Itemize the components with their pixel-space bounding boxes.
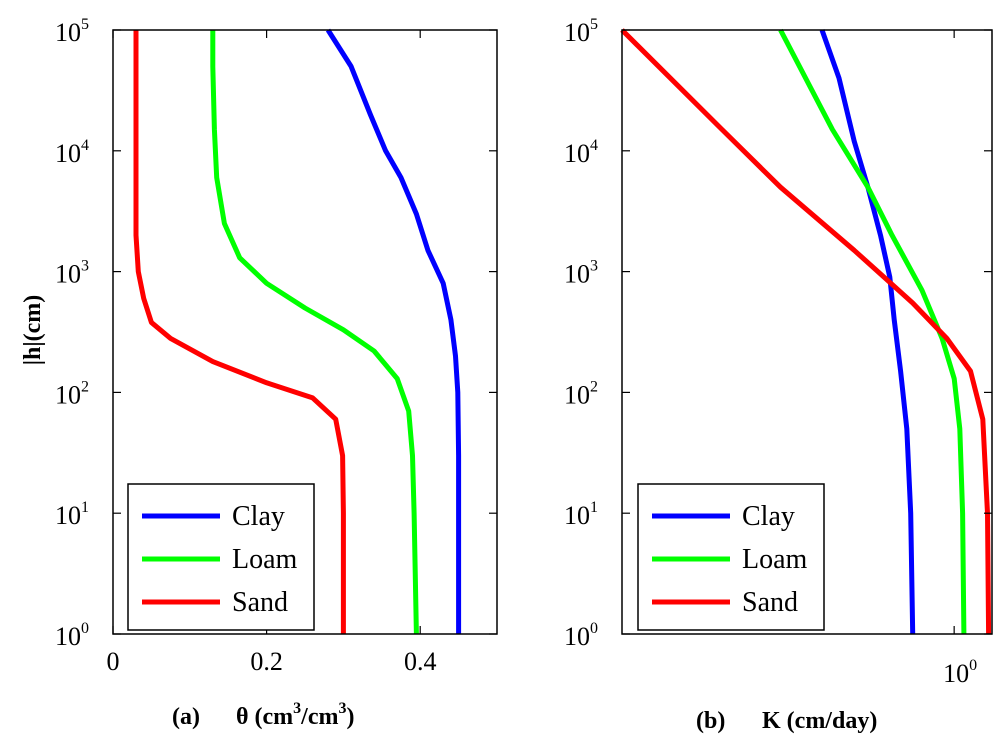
y-tick-label: 101 [55,499,89,530]
axes-frame-a [112,29,498,635]
legend-label-loam: Loam [232,544,298,575]
x-axis-title-a: θ (cm3/cm3) [236,700,354,730]
y-tick-label: 102 [55,378,89,409]
x-tick-label: 100 [943,657,977,688]
legend-label-clay: Clay [742,501,795,532]
panel-b: 100 100 101 102 103 104 105 (b) K (cm/day) Clay Lo… [564,16,993,734]
x-tick-label: 0 [107,647,120,676]
x-axis-title-b: K (cm/day) [762,708,877,734]
series-line-sand [620,28,992,635]
y-axis-title: |h|(cm) [20,295,46,366]
x-tick-label: 0.2 [250,647,283,676]
legend-label-clay: Clay [232,501,285,532]
y-tick-label: 101 [564,499,598,530]
panel-label-b: (b) [696,708,725,734]
panel-label-a: (a) [172,704,200,730]
y-tick-label: 105 [55,16,89,47]
series-line-loam [210,30,419,635]
legend-label-sand: Sand [742,587,798,618]
series-line-loam [778,28,967,635]
panel-a: 0 0.2 0.4 100 101 102 103 104 105 |h|(cm) (a) θ (cm… [20,16,498,730]
legend-label-sand: Sand [232,587,288,618]
series-line-sand [133,30,346,634]
y-tick-label: 103 [564,258,598,289]
y-tick-label: 104 [564,137,598,168]
y-tick-label: 100 [55,620,89,651]
y-tick-label: 105 [564,16,598,47]
y-tick-label: 104 [55,137,89,168]
legend-label-loam: Loam [742,544,808,575]
series-line-clay [819,29,916,635]
y-tick-label: 102 [564,378,598,409]
series-line-clay [325,28,462,634]
y-tick-label: 103 [55,258,89,289]
y-tick-label: 100 [564,620,598,651]
x-tick-label: 0.4 [404,647,437,676]
axes-frame-b [621,29,993,635]
